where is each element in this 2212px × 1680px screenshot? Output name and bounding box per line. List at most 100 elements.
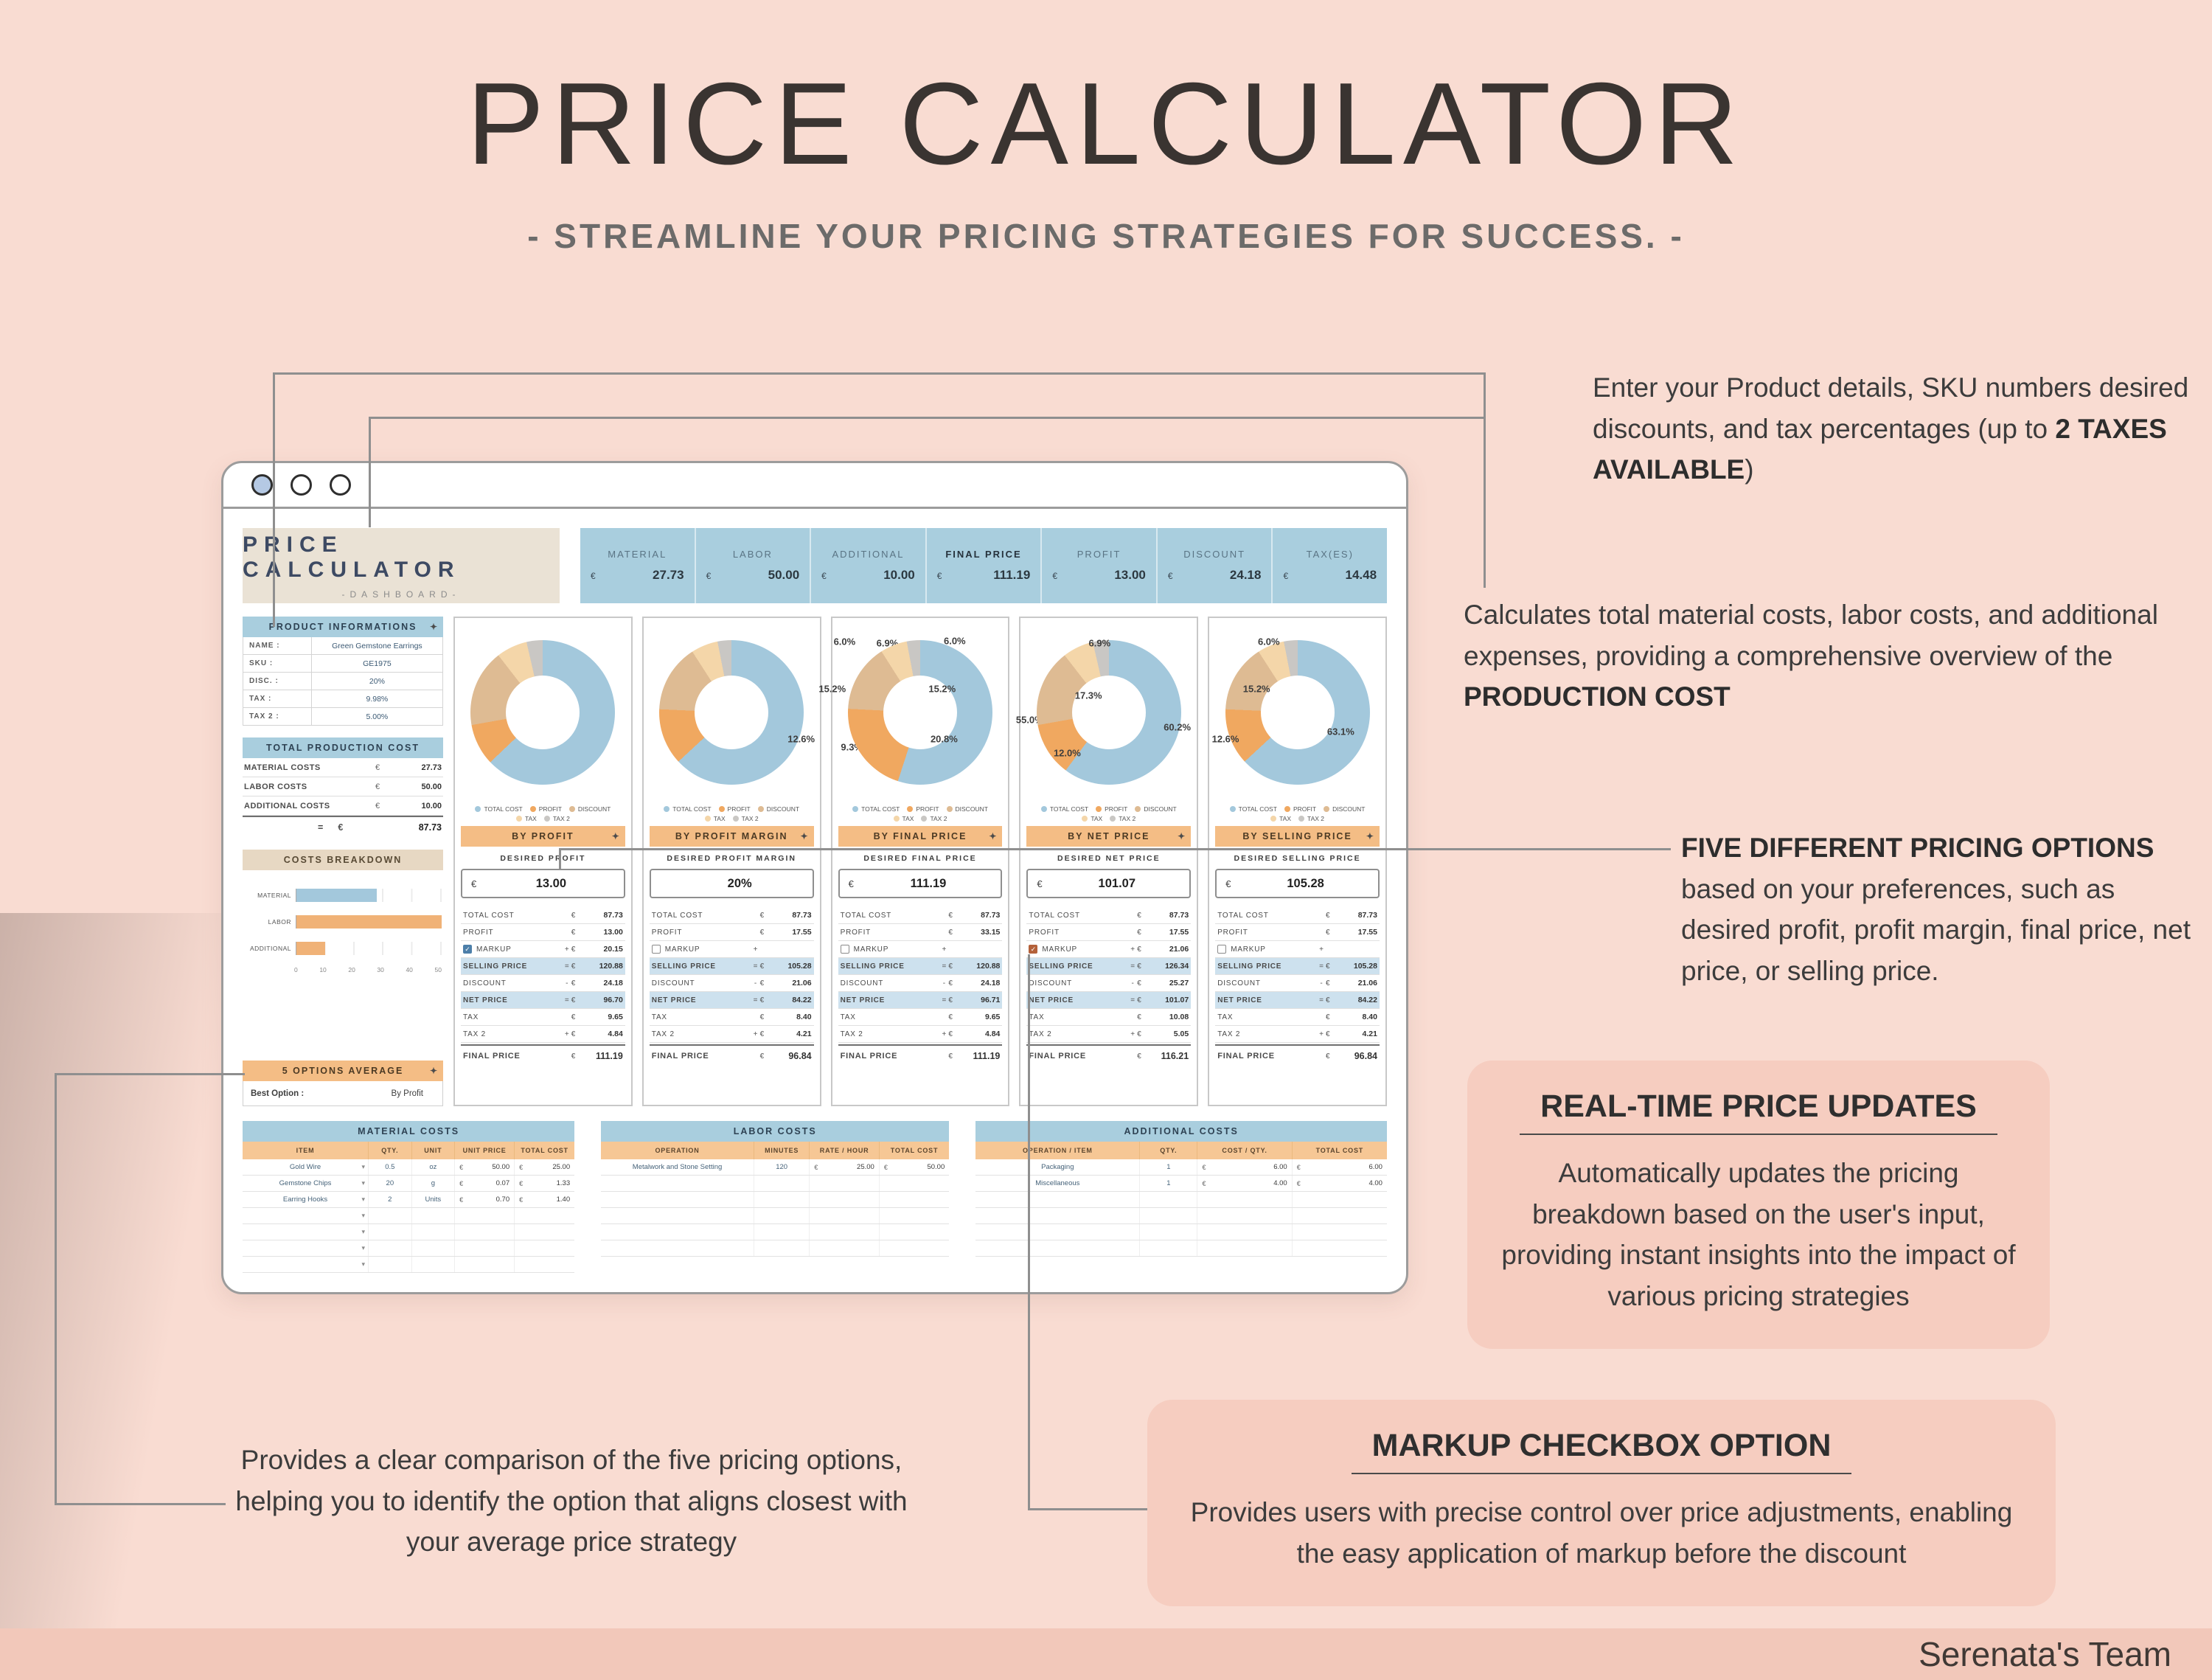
table-cell[interactable]: Gemstone Chips ▾ [243,1176,369,1191]
table-cell[interactable] [880,1240,949,1256]
table-cell[interactable]: €50.00 [880,1159,949,1175]
table-cell[interactable]: €4.00 [1197,1176,1293,1191]
table-cell[interactable] [455,1224,515,1240]
desired-input[interactable]: € 101.07 [1026,869,1192,898]
info-value[interactable]: 20% [310,673,442,690]
table-cell[interactable] [1197,1192,1293,1207]
table-cell[interactable] [515,1208,574,1223]
table-cell[interactable] [1293,1208,1387,1223]
table-cell[interactable]: €0.07 [455,1176,515,1191]
table-cell[interactable]: ▾ [243,1257,369,1272]
table-cell[interactable] [1197,1208,1293,1223]
dropdown-arrow-icon[interactable]: ▾ [361,1179,366,1187]
table-cell[interactable] [975,1224,1141,1240]
table-cell[interactable]: Packaging [975,1159,1141,1175]
table-cell[interactable] [455,1208,515,1223]
table-cell[interactable] [880,1208,949,1223]
table-cell[interactable] [412,1224,456,1240]
table-cell[interactable]: ▾ [243,1224,369,1240]
table-cell[interactable] [754,1208,810,1223]
desired-input[interactable]: € 105.28 [1215,869,1380,898]
table-cell[interactable]: €6.00 [1293,1159,1387,1175]
table-cell[interactable] [810,1240,880,1256]
table-cell[interactable] [369,1224,412,1240]
table-cell[interactable] [515,1257,574,1272]
window-control-icon[interactable] [330,474,351,496]
table-cell[interactable]: 20 [369,1176,412,1191]
table-cell[interactable] [601,1176,754,1191]
info-value[interactable]: Green Gemstone Earrings [310,637,442,654]
table-cell[interactable] [754,1192,810,1207]
table-cell[interactable]: 1 [1140,1159,1198,1175]
table-cell[interactable] [412,1240,456,1256]
table-cell[interactable] [880,1224,949,1240]
window-control-icon[interactable] [251,474,273,496]
table-cell[interactable] [810,1224,880,1240]
table-cell[interactable] [1140,1240,1198,1256]
table-cell[interactable] [1197,1240,1293,1256]
table-cell[interactable]: Gold Wire ▾ [243,1159,369,1175]
table-cell[interactable]: 1 [1140,1176,1198,1191]
markup-checkbox[interactable]: ✓ [1029,945,1038,954]
markup-checkbox[interactable]: ✓ [463,945,472,954]
table-cell[interactable] [1140,1208,1198,1223]
table-cell[interactable]: Earring Hooks ▾ [243,1192,369,1207]
table-cell[interactable] [754,1176,810,1191]
table-cell[interactable] [601,1208,754,1223]
table-cell[interactable] [601,1192,754,1207]
table-cell[interactable] [412,1257,456,1272]
info-value[interactable]: GE1975 [310,655,442,672]
table-cell[interactable]: g [412,1176,456,1191]
table-cell[interactable]: Metalwork and Stone Setting [601,1159,754,1175]
table-cell[interactable]: €25.00 [515,1159,574,1175]
dropdown-arrow-icon[interactable]: ▾ [361,1212,366,1219]
table-cell[interactable] [975,1240,1141,1256]
table-cell[interactable]: 2 [369,1192,412,1207]
desired-input[interactable]: € 13.00 [461,869,625,898]
table-cell[interactable] [455,1240,515,1256]
table-cell[interactable] [601,1240,754,1256]
table-cell[interactable]: Miscellaneous [975,1176,1141,1191]
info-value[interactable]: 9.98% [310,690,442,707]
table-cell[interactable] [412,1208,456,1223]
dropdown-arrow-icon[interactable]: ▾ [361,1195,366,1203]
table-cell[interactable]: €1.40 [515,1192,574,1207]
table-cell[interactable]: €6.00 [1197,1159,1293,1175]
table-cell[interactable] [1197,1224,1293,1240]
table-cell[interactable] [880,1176,949,1191]
table-cell[interactable] [369,1208,412,1223]
dropdown-arrow-icon[interactable]: ▾ [361,1244,366,1252]
table-cell[interactable] [975,1208,1141,1223]
table-cell[interactable] [455,1257,515,1272]
table-cell[interactable] [369,1240,412,1256]
table-cell[interactable] [810,1192,880,1207]
table-cell[interactable]: oz [412,1159,456,1175]
table-cell[interactable]: 0.5 [369,1159,412,1175]
table-cell[interactable] [754,1224,810,1240]
table-cell[interactable] [1293,1240,1387,1256]
table-cell[interactable]: €0.70 [455,1192,515,1207]
markup-checkbox[interactable] [840,945,849,954]
table-cell[interactable]: €25.00 [810,1159,880,1175]
table-cell[interactable] [810,1176,880,1191]
table-cell[interactable] [515,1224,574,1240]
desired-input[interactable]: € 111.19 [838,869,1003,898]
table-cell[interactable]: €1.33 [515,1176,574,1191]
table-cell[interactable]: €50.00 [455,1159,515,1175]
table-cell[interactable] [1140,1224,1198,1240]
table-cell[interactable] [1140,1192,1198,1207]
markup-checkbox[interactable] [651,945,661,954]
markup-checkbox[interactable] [1217,945,1227,954]
table-cell[interactable]: €4.00 [1293,1176,1387,1191]
info-value[interactable]: 5.00% [310,708,442,725]
window-control-icon[interactable] [291,474,312,496]
dropdown-arrow-icon[interactable]: ▾ [361,1163,366,1170]
table-cell[interactable]: 120 [754,1159,810,1175]
table-cell[interactable] [880,1192,949,1207]
table-cell[interactable]: Units [412,1192,456,1207]
table-cell[interactable]: ▾ [243,1208,369,1223]
dropdown-arrow-icon[interactable]: ▾ [361,1260,366,1268]
table-cell[interactable] [369,1257,412,1272]
table-cell[interactable]: ▾ [243,1240,369,1256]
table-cell[interactable] [601,1224,754,1240]
